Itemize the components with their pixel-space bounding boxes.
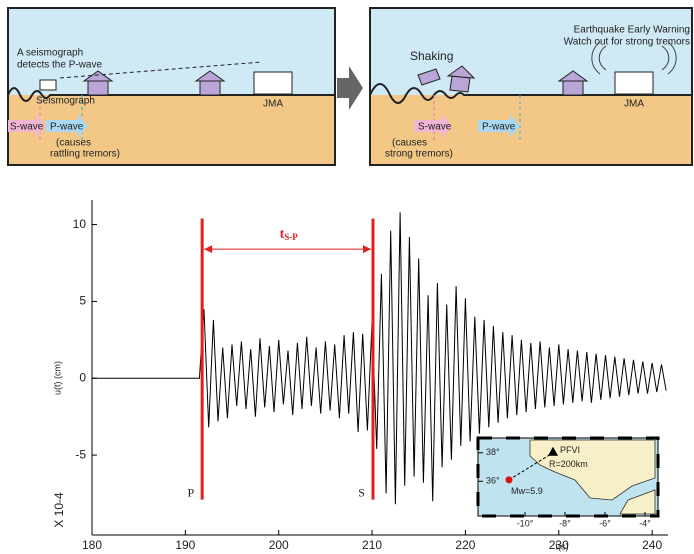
ground-wave: [7, 87, 335, 102]
inset-y-tick-label: 36°: [486, 476, 500, 486]
x-tick-label: 230: [549, 538, 569, 552]
callout: detects the P-wave: [17, 60, 102, 71]
note: rattling tremors): [50, 149, 120, 160]
label: JMA: [263, 99, 283, 110]
seismogram: t(s) u(t) (cm) X 10-4 180 190 200 210 220 230…: [52, 200, 668, 552]
s-wave-arrow: [414, 114, 452, 138]
inset-border: [477, 437, 659, 517]
house: [194, 70, 226, 96]
inset-x-tick-label: -10°: [517, 518, 534, 528]
s-wave-arrow: [8, 114, 46, 138]
label: JMA: [624, 99, 644, 110]
epicenter-label: Mw=5.9: [511, 486, 543, 496]
x-axis-label: t(s): [556, 541, 569, 551]
alarm-waves: [591, 41, 677, 75]
label: S-wave: [418, 122, 452, 133]
tilted-house: [446, 65, 476, 93]
station: [548, 446, 558, 456]
label: Seismograph: [36, 96, 95, 107]
station-label: PFVI: [560, 445, 580, 455]
p-wave-arrow: [46, 114, 88, 138]
jma-building: [614, 71, 654, 95]
y-tick-label: 5: [79, 294, 86, 308]
label: Shaking: [410, 49, 453, 63]
phase-label: P: [187, 485, 194, 499]
inset-x-tick-label: -4°: [639, 518, 651, 528]
seismograph-icon: [39, 79, 57, 91]
x-tick-label: 220: [455, 538, 475, 552]
panel-frame: [369, 7, 693, 166]
inset-x-tick-label: -6°: [599, 518, 611, 528]
interval-symbol: t: [280, 227, 285, 242]
distance-label: R=200km: [549, 459, 588, 469]
house: [557, 70, 589, 96]
note: (causes: [56, 138, 91, 149]
inset-x-tick-label: -8°: [559, 518, 571, 528]
ground-wave: [369, 83, 692, 104]
warning: Watch out for strong tremors: [564, 37, 690, 48]
waveform: [92, 212, 667, 505]
diagram: A seismograph detects the P-wave Seismog…: [7, 7, 693, 166]
callout: A seismograph: [17, 48, 83, 59]
transition-arrow: [337, 66, 363, 110]
label: S-wave: [10, 122, 44, 133]
y-tick-label: 10: [73, 217, 87, 231]
distance-line: [508, 452, 554, 481]
x-tick-label: 200: [269, 538, 289, 552]
y-tick-label: 0: [79, 370, 86, 384]
land: [529, 439, 656, 515]
tilted-house: [417, 68, 441, 86]
inset-y-tick-label: 38°: [486, 447, 500, 457]
phase-label: S: [358, 485, 365, 499]
y-tick-label: -5: [75, 447, 86, 461]
note: strong tremors): [385, 149, 453, 160]
panel-frame: [7, 7, 336, 166]
epicenter: [505, 476, 513, 484]
y-axis-label: u(t) (cm): [52, 361, 62, 395]
x-tick-label: 210: [362, 538, 382, 552]
interval-subscript: S-P: [284, 232, 298, 242]
x-tick-label: 190: [175, 538, 195, 552]
jma-building: [253, 71, 293, 95]
y-scale-label: X 10-4: [52, 492, 66, 528]
label: P-wave: [50, 122, 84, 133]
label: P-wave: [482, 122, 516, 133]
p-wave-arrow: [478, 114, 520, 138]
signal-arrow: [59, 61, 263, 79]
x-tick-label: 180: [82, 538, 102, 552]
warning: Earthquake Early Warning: [574, 25, 690, 36]
interval-label: tS-P: [280, 227, 299, 242]
x-tick-label: 240: [642, 538, 662, 552]
note: (causes: [392, 138, 427, 149]
